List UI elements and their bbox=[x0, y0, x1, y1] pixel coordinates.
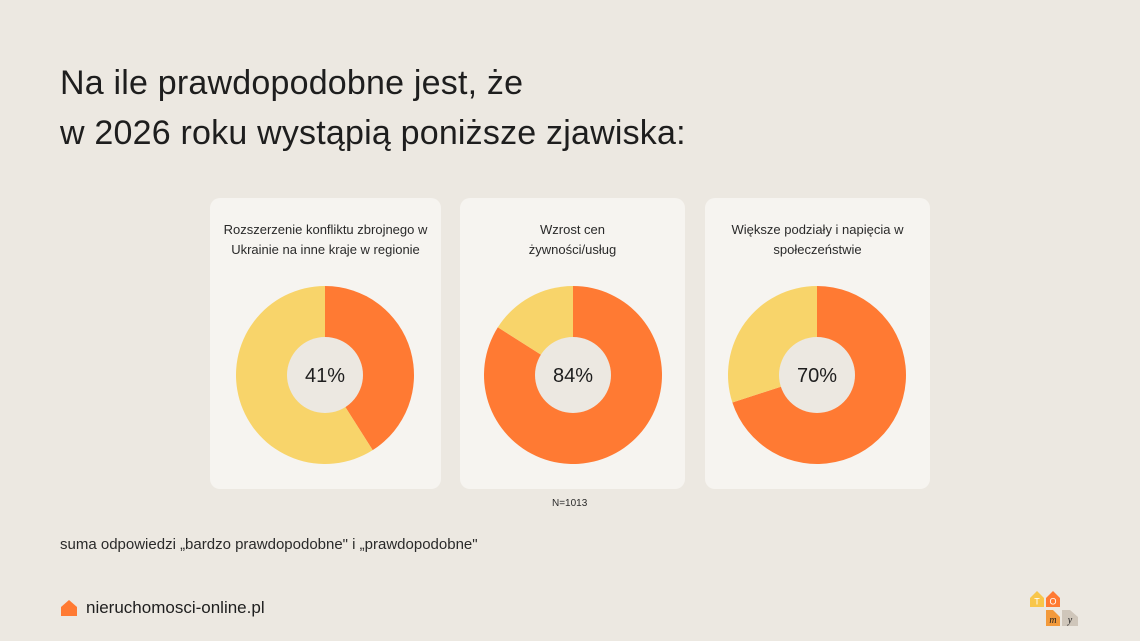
title-line-2: w 2026 roku wystąpią poniższe zjawiska: bbox=[60, 114, 686, 152]
footnote: suma odpowiedzi „bardzo prawdopodobne" i… bbox=[60, 536, 478, 553]
house-icon bbox=[61, 600, 77, 616]
title-line-1: Na ile prawdopodobne jest, że bbox=[60, 64, 524, 102]
donut-svg: 70% bbox=[728, 286, 906, 464]
brand-link[interactable]: nieruchomosci-online.pl bbox=[60, 598, 265, 618]
logo-letter-m: m bbox=[1049, 615, 1056, 626]
chart-title: Rozszerzenie konfliktu zbrojnego w Ukrai… bbox=[223, 222, 428, 257]
donut-svg: 84% bbox=[484, 286, 662, 464]
tomy-logo: T O m y bbox=[1030, 591, 1078, 626]
donut-chart-conflict: 41% bbox=[235, 285, 415, 465]
chart-card-tensions: Większe podziały i napięcia w społeczeńs… bbox=[705, 198, 930, 489]
donut-chart-tensions: 70% bbox=[727, 285, 907, 465]
donut-hole bbox=[779, 337, 855, 413]
logo-block-t bbox=[1030, 591, 1044, 607]
data-label: 41% bbox=[305, 365, 345, 387]
logo-block-m bbox=[1046, 610, 1060, 626]
donut-svg: 41% bbox=[235, 286, 414, 464]
chart-card-prices: Wzrost cen żywności/usług 84% bbox=[460, 198, 685, 489]
logo-letter-o: O bbox=[1049, 597, 1056, 607]
chart-title: Większe podziały i napięcia w społeczeńs… bbox=[731, 222, 904, 257]
brand-text: nieruchomosci-online.pl bbox=[86, 598, 265, 617]
donut-hole bbox=[287, 337, 363, 413]
logo-block-y bbox=[1062, 610, 1078, 626]
page-title: Na ile prawdopodobne jest, że w 2026 rok… bbox=[60, 58, 686, 158]
chart-title: Wzrost cen żywności/usług bbox=[528, 222, 617, 257]
logo-letter-y: y bbox=[1067, 615, 1073, 626]
sample-size-note: N=1013 bbox=[552, 498, 588, 509]
donut-hole bbox=[535, 337, 611, 413]
data-label: 84% bbox=[553, 365, 593, 387]
logo-letter-t: T bbox=[1034, 597, 1040, 607]
chart-card-conflict: Rozszerzenie konfliktu zbrojnego w Ukrai… bbox=[210, 198, 441, 489]
logo-block-o bbox=[1046, 591, 1060, 607]
donut-chart-prices: 84% bbox=[483, 285, 663, 465]
slice-likely bbox=[325, 286, 414, 451]
data-label: 70% bbox=[797, 365, 837, 387]
